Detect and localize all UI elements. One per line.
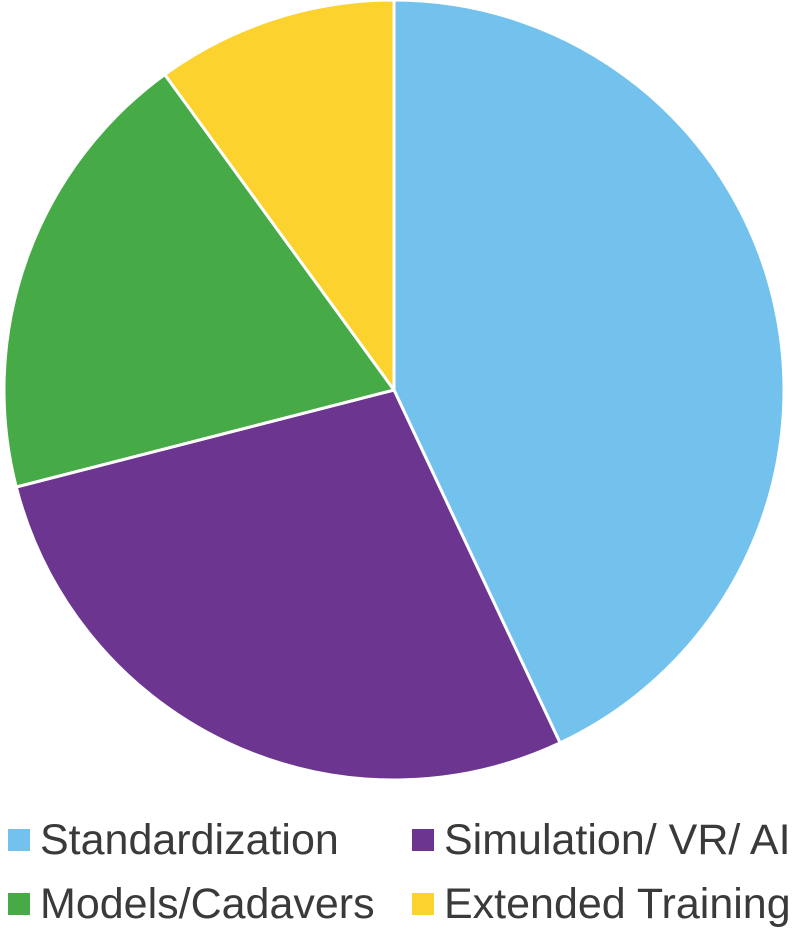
legend-label: Simulation/ VR/ AI (444, 815, 791, 864)
slice-models-cadavers (2, 72, 396, 489)
legend-swatch (412, 829, 434, 851)
legend-label: Extended Training (444, 879, 791, 928)
pie-slices (2, 0, 786, 782)
slice-standardization (392, 0, 786, 745)
legend-item-simulation-vr-ai: Simulation/ VR/ AI (412, 810, 791, 870)
legend-item-extended-training: Extended Training (412, 874, 791, 934)
legend-swatch (8, 893, 30, 915)
legend-label: Standardization (40, 815, 339, 864)
legend-item-standardization: Standardization (8, 810, 339, 870)
legend: Standardization Simulation/ VR/ AI Model… (0, 800, 800, 930)
slice-extended-training (163, 0, 396, 392)
legend-item-models-cadavers: Models/Cadavers (8, 874, 375, 934)
legend-label: Models/Cadavers (40, 879, 375, 928)
legend-swatch (8, 829, 30, 851)
legend-swatch (412, 893, 434, 915)
pie-chart (2, 0, 786, 782)
slice-simulation-vr-ai (14, 388, 562, 782)
